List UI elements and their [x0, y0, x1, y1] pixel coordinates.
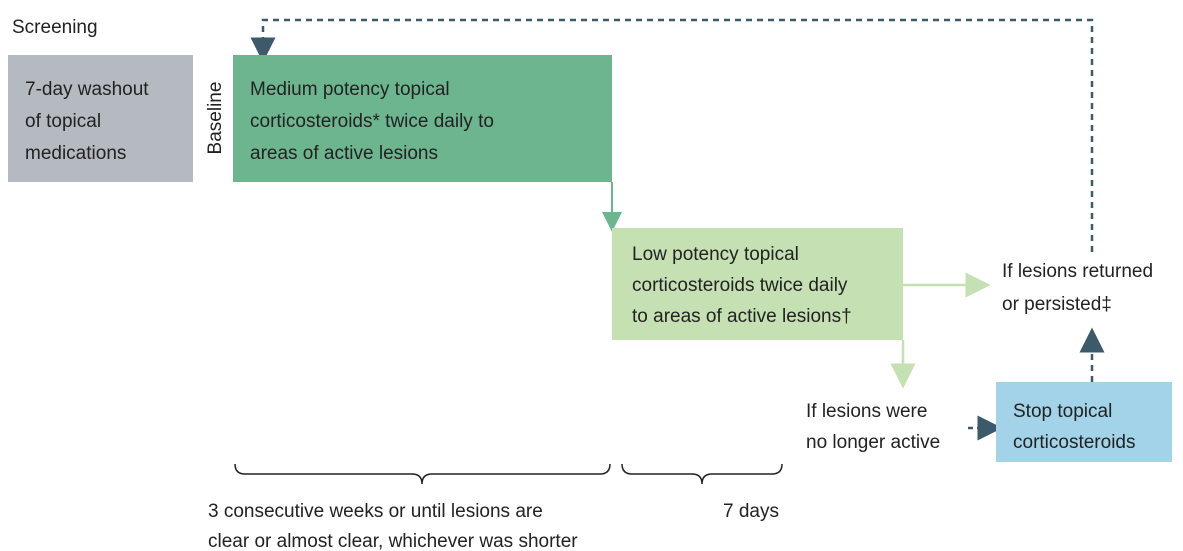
duration-text: 7 days: [723, 501, 779, 522]
washout-box: [8, 55, 193, 182]
node-text: corticosteroids twice daily: [632, 275, 848, 296]
node-text: Stop topical: [1013, 401, 1112, 422]
node-text: no longer active: [806, 432, 940, 453]
loop-arrow: [250, 18, 1094, 252]
node-text: Medium potency topical: [250, 79, 450, 100]
low-box: [612, 228, 903, 340]
medium-box: [233, 55, 612, 182]
duration-text: clear or almost clear, whichever was sho…: [208, 531, 578, 551]
node-text: 7-day washout: [25, 79, 149, 100]
duration-text: 3 consecutive weeks or until lesions are: [208, 501, 543, 522]
node-text: of topical: [25, 111, 101, 132]
node-text: to areas of active lesions†: [632, 306, 852, 327]
node-text: corticosteroids: [1013, 432, 1136, 453]
node-text: Low potency topical: [632, 244, 799, 265]
node-text: If lesions returned: [1002, 261, 1153, 282]
brace: [621, 463, 783, 485]
node-text: medications: [25, 143, 126, 164]
node-text: corticosteroids* twice daily to: [250, 111, 494, 132]
node-text: or persisted‡: [1002, 294, 1112, 315]
node-text: If lesions were: [806, 401, 927, 422]
node-text: areas of active lesions: [250, 143, 438, 164]
screening-label: Screening: [12, 17, 98, 38]
brace: [234, 463, 611, 485]
baseline-label: Baseline: [205, 82, 226, 155]
stop-box: [996, 382, 1172, 462]
